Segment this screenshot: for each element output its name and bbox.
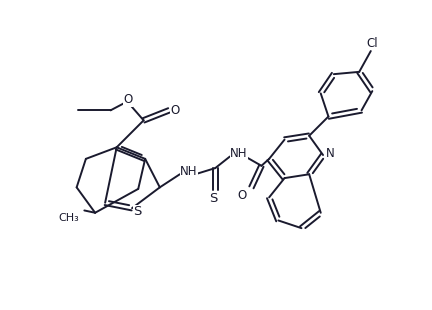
Text: N: N (326, 147, 335, 160)
Text: CH₃: CH₃ (59, 213, 79, 223)
Text: S: S (209, 193, 217, 206)
Text: NH: NH (230, 147, 248, 160)
Text: O: O (238, 188, 247, 202)
Text: S: S (133, 206, 142, 219)
Text: O: O (124, 93, 133, 106)
Text: O: O (171, 104, 180, 117)
Text: NH: NH (180, 165, 198, 178)
Text: Cl: Cl (366, 37, 378, 50)
